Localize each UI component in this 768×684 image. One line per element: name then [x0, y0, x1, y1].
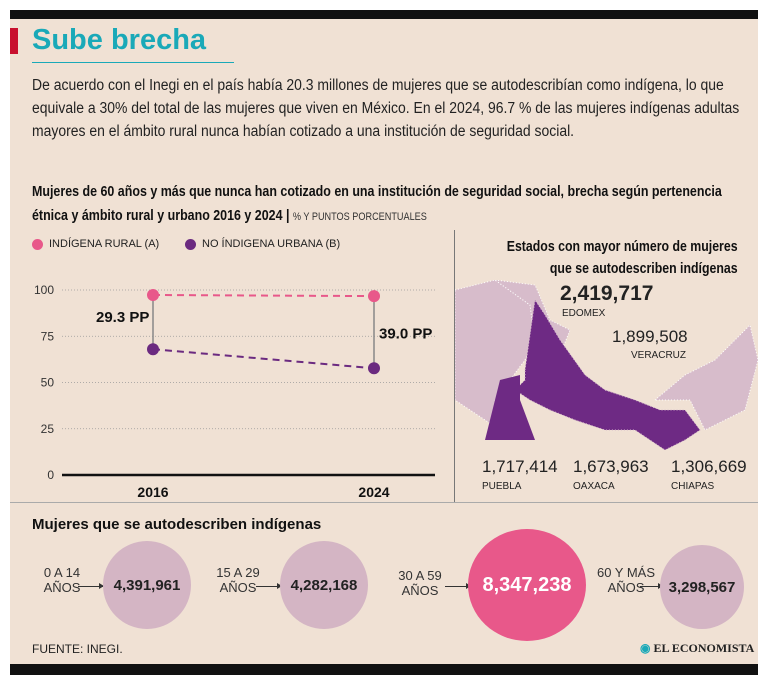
edomex-value: 2,419,717 — [560, 282, 654, 305]
x-tick-label: 2016 — [137, 484, 168, 500]
map-title-1: Estados con mayor número de mujeres — [507, 239, 738, 255]
arrow-icon — [256, 583, 282, 589]
bottom-bar — [10, 664, 758, 675]
logo-icon: ◉ — [640, 641, 651, 655]
arrow-icon — [445, 583, 471, 589]
puebla-label: PUEBLA — [482, 481, 522, 492]
arrow-icon — [640, 583, 663, 589]
arrow-icon — [78, 583, 104, 589]
top-bar — [10, 10, 758, 19]
page-title: Sube brecha — [32, 24, 207, 56]
legend-a-label: INDÍGENA RURAL (A) — [49, 238, 160, 250]
veracruz-label: VERACRUZ — [631, 350, 687, 361]
map-title-2: que se autodescriben indígenas — [550, 261, 738, 277]
chiapas-value: 1,306,669 — [671, 457, 747, 476]
age-value-0: 4,391,961 — [103, 541, 191, 629]
data-point — [368, 362, 380, 375]
y-tick-label: 75 — [41, 329, 55, 343]
divider — [10, 502, 758, 503]
y-tick-label: 50 — [41, 376, 55, 390]
title-marker — [10, 28, 18, 54]
age-value-2: 8,347,238 — [468, 529, 586, 641]
y-tick-label: 0 — [47, 468, 54, 482]
ages-title: Mujeres que se autodescriben indígenas — [32, 516, 322, 533]
mexico-map — [455, 280, 758, 451]
title-underline — [32, 62, 234, 63]
y-tick-label: 100 — [34, 283, 54, 297]
oaxaca-label: OAXACA — [573, 481, 615, 492]
brand-name: EL ECONOMISTA — [653, 641, 755, 655]
brand-logo: ◉ EL ECONOMISTA — [640, 641, 754, 656]
chart-unit: % Y PUNTOS PORCENTUALES — [292, 211, 427, 223]
legend-b: NO ÍNDIGENA URBANA (B) — [185, 238, 340, 250]
age-label-1: 15 A 29 AÑOS — [216, 565, 260, 595]
source: FUENTE: INEGI. — [32, 642, 123, 656]
intro-text: De acuerdo con el Inegi en el país había… — [32, 77, 740, 140]
data-point — [147, 343, 159, 356]
x-tick-label: 2024 — [358, 484, 389, 500]
series-line — [152, 293, 375, 298]
series-line — [152, 348, 375, 370]
legend-b-dot — [185, 238, 196, 250]
chart-title-text: Mujeres de 60 años y más que nunca han c… — [32, 183, 722, 224]
puebla-value: 1,717,414 — [482, 457, 558, 476]
age-label-2: 30 A 59 AÑOS — [398, 568, 442, 598]
map-title: Estados con mayor número de mujeres que s… — [507, 236, 738, 280]
line-chart: 0 25 50 75 100 2016 2024 29.3 PP 39.0 PP — [34, 283, 435, 500]
edomex-label: EDOMEX — [562, 308, 606, 319]
legend-a-dot — [32, 238, 43, 250]
y-tick-label: 25 — [41, 422, 55, 436]
gap-label-2016: 29.3 PP — [96, 309, 149, 326]
data-point — [368, 290, 380, 303]
legend-a: INDÍGENA RURAL (A) — [32, 238, 159, 250]
age-label-0: 0 A 14 AÑOS — [43, 565, 81, 595]
gap-label-2024: 39.0 PP — [379, 325, 432, 342]
chiapas-label: CHIAPAS — [671, 481, 715, 492]
oaxaca-value: 1,673,963 — [573, 457, 649, 476]
age-value-3: 3,298,567 — [660, 545, 744, 629]
age-value-1: 4,282,168 — [280, 541, 368, 629]
data-point — [147, 288, 159, 301]
age-label-3: 60 Y MÁS AÑOS — [596, 565, 656, 595]
veracruz-value: 1,899,508 — [612, 327, 688, 346]
chart-title: Mujeres de 60 años y más que nunca han c… — [32, 183, 722, 224]
legend-b-label: NO ÍNDIGENA URBANA (B) — [202, 238, 341, 250]
